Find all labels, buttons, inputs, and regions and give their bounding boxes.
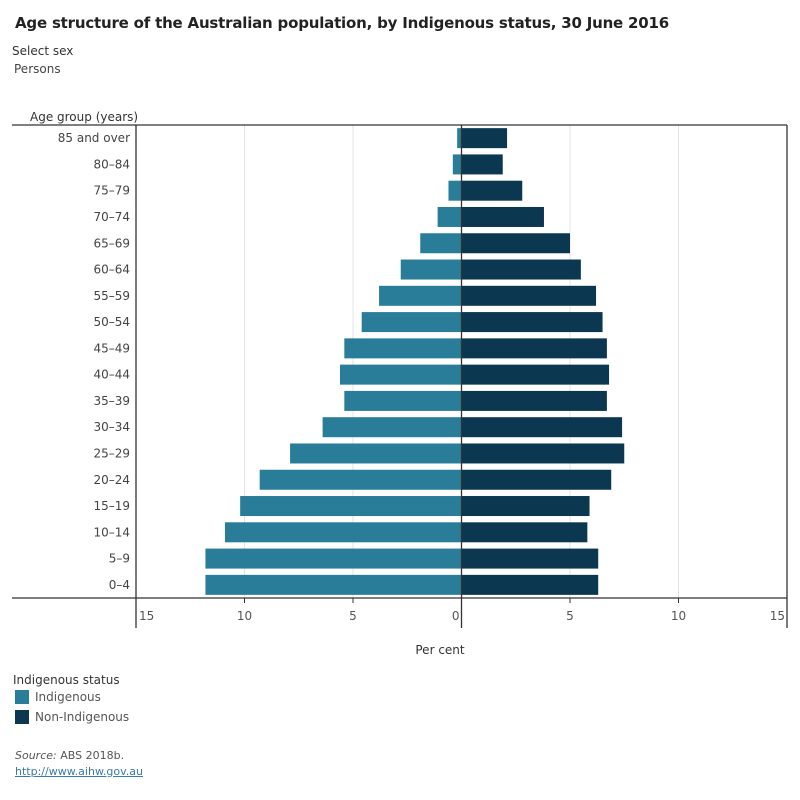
x-axis-title: Per cent (415, 643, 465, 657)
select-sex-dropdown[interactable]: Persons (14, 62, 61, 76)
y-tick-label: 35–39 (93, 394, 130, 408)
y-tick-label: 20–24 (93, 473, 130, 487)
bar-non-indigenous-6[interactable] (461, 285, 597, 306)
bar-non-indigenous-4[interactable] (461, 233, 571, 254)
bar-indigenous-4[interactable] (420, 233, 462, 254)
x-tick-label: 5 (566, 609, 574, 623)
bar-indigenous-9[interactable] (339, 364, 462, 385)
bar-non-indigenous-2[interactable] (461, 180, 523, 201)
y-tick-label: 85 and over (58, 131, 130, 145)
bar-indigenous-6[interactable] (379, 285, 462, 306)
bar-indigenous-10[interactable] (344, 390, 462, 411)
y-tick-label: 65–69 (93, 236, 130, 250)
select-sex-label: Select sex (12, 44, 74, 58)
y-tick-label: 0–4 (109, 578, 130, 592)
y-tick-label: 80–84 (93, 157, 130, 171)
chart-title: Age structure of the Australian populati… (15, 14, 669, 32)
bar-non-indigenous-1[interactable] (461, 154, 503, 175)
y-tick-label: 55–59 (93, 289, 130, 303)
source-text: ABS 2018b. (56, 749, 125, 762)
bar-indigenous-3[interactable] (437, 206, 462, 227)
y-tick-label: 45–49 (93, 341, 130, 355)
bar-indigenous-14[interactable] (240, 496, 462, 517)
y-tick-label: 30–34 (93, 420, 130, 434)
bar-non-indigenous-17[interactable] (461, 574, 599, 595)
bar-indigenous-16[interactable] (205, 548, 462, 569)
y-tick-label: 70–74 (93, 210, 130, 224)
y-tick-label: 50–54 (93, 315, 130, 329)
x-tick-label: 10 (671, 609, 686, 623)
bar-non-indigenous-3[interactable] (461, 206, 544, 227)
x-tick-label: 0 (452, 609, 460, 623)
bar-non-indigenous-9[interactable] (461, 364, 610, 385)
x-tick-label: 15 (139, 609, 154, 623)
y-tick-label: 40–44 (93, 368, 130, 382)
bar-indigenous-1[interactable] (452, 154, 462, 175)
y-tick-label: 15–19 (93, 499, 130, 513)
y-tick-label: 10–14 (93, 525, 130, 539)
x-tick-label: 5 (349, 609, 357, 623)
bar-indigenous-15[interactable] (224, 522, 462, 543)
bar-non-indigenous-5[interactable] (461, 259, 581, 280)
x-tick-label: 10 (237, 609, 252, 623)
legend-item-indigenous[interactable]: Indigenous (15, 690, 101, 704)
legend-swatch-non-indigenous (15, 710, 29, 724)
aihw-link[interactable]: http://www.aihw.gov.au (15, 765, 144, 778)
bar-non-indigenous-13[interactable] (461, 469, 612, 490)
y-tick-label: 5–9 (109, 552, 130, 566)
bar-indigenous-11[interactable] (322, 417, 462, 438)
bar-indigenous-8[interactable] (344, 338, 462, 359)
bar-indigenous-17[interactable] (205, 574, 462, 595)
source-note: Source: ABS 2018b. (15, 749, 124, 762)
legend-label: Indigenous (35, 690, 101, 704)
bar-indigenous-2[interactable] (448, 180, 462, 201)
source-prefix: Source: (15, 749, 57, 762)
bar-indigenous-0[interactable] (457, 128, 462, 149)
legend-swatch-indigenous (15, 690, 29, 704)
y-axis-title: Age group (years) (30, 110, 139, 124)
legend-label: Non-Indigenous (35, 710, 130, 724)
bar-non-indigenous-10[interactable] (461, 390, 607, 411)
bar-non-indigenous-16[interactable] (461, 548, 599, 569)
x-tick-label: 15 (770, 609, 785, 623)
bar-indigenous-12[interactable] (290, 443, 462, 464)
bar-indigenous-13[interactable] (259, 469, 462, 490)
bar-indigenous-7[interactable] (361, 312, 462, 333)
bar-non-indigenous-8[interactable] (461, 338, 607, 359)
bar-non-indigenous-0[interactable] (461, 128, 508, 149)
bar-indigenous-5[interactable] (400, 259, 462, 280)
bar-non-indigenous-14[interactable] (461, 496, 590, 517)
legend-title: Indigenous status (13, 673, 120, 687)
bar-non-indigenous-11[interactable] (461, 417, 623, 438)
y-tick-label: 25–29 (93, 446, 130, 460)
y-tick-label: 60–64 (93, 263, 130, 277)
bar-non-indigenous-7[interactable] (461, 312, 603, 333)
bar-non-indigenous-15[interactable] (461, 522, 588, 543)
bar-non-indigenous-12[interactable] (461, 443, 625, 464)
legend-item-non-indigenous[interactable]: Non-Indigenous (15, 710, 129, 724)
y-tick-label: 75–79 (93, 184, 130, 198)
